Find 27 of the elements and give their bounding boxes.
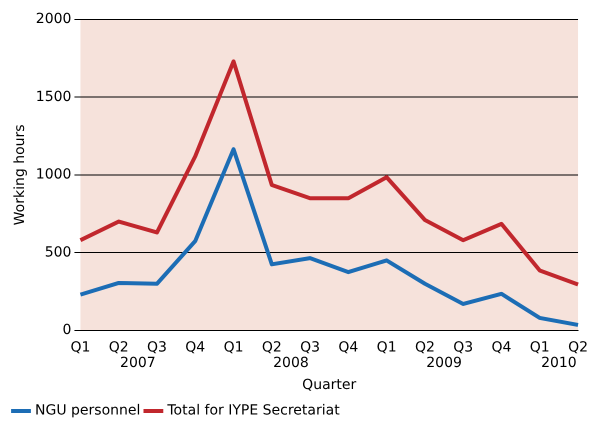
text: 2010 xyxy=(541,355,577,372)
x-tick-label: Q1 xyxy=(70,339,90,356)
x-tick-label: Q2 xyxy=(568,339,588,356)
legend-label: NGU personnel xyxy=(35,402,140,419)
x-tick-label: Q1 xyxy=(530,339,550,356)
x-tick-label: Q4 xyxy=(185,339,206,356)
x-tick-label: Q1 xyxy=(224,339,244,356)
legend-label: Total for IYPE Secretariat xyxy=(166,402,340,419)
x-tick-label: Q3 xyxy=(300,339,320,356)
y-tick-label: 2000 xyxy=(36,11,72,28)
x-tick-label: Q4 xyxy=(338,339,358,356)
y-axis-title: Working hours xyxy=(12,124,28,226)
x-tick-label: Q2 xyxy=(108,339,129,356)
x-tick-label: Q4 xyxy=(492,339,512,356)
y-tick-label: 500 xyxy=(44,244,72,260)
x-tick-label: Q3 xyxy=(453,339,474,356)
text: 2008 xyxy=(273,355,309,372)
y-tick-label: 1500 xyxy=(36,88,72,105)
x-tick-label: Q3 xyxy=(147,339,167,356)
x-tick-label: Q1 xyxy=(376,339,397,356)
text: 2007 xyxy=(120,355,156,372)
x-tick-label: Q2 xyxy=(414,339,435,356)
x-axis-title: Quarter xyxy=(302,377,357,394)
text: 2009 xyxy=(426,355,462,372)
y-tick-label: 0 xyxy=(62,322,72,338)
y-tick-label: 1000 xyxy=(36,166,72,183)
x-tick-label: Q2 xyxy=(262,339,282,356)
